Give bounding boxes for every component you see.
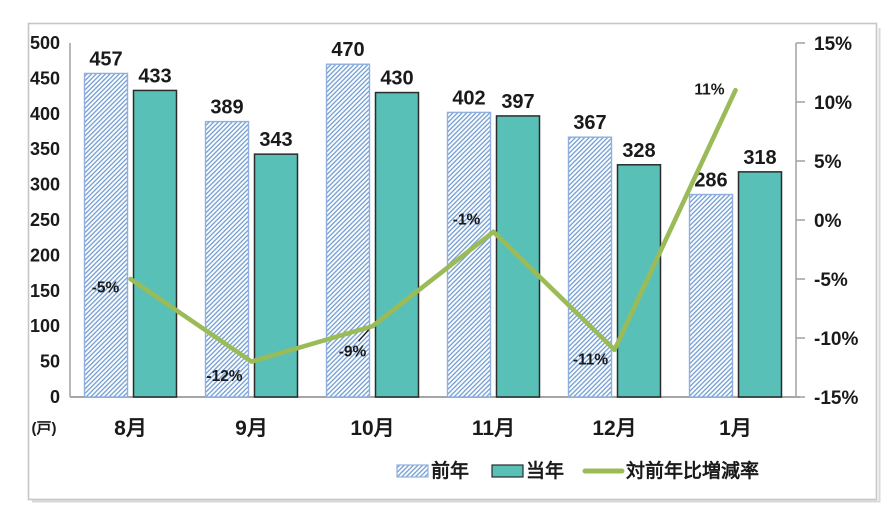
plot-area: 50045040035030025020015010050015%10%5%0%…: [30, 33, 859, 440]
left-axis-tick-label: 400: [30, 104, 60, 124]
current-year-bar-0: [132, 89, 178, 398]
rate-value-label: -12%: [206, 368, 242, 385]
x-axis-tick-label: 10月: [350, 417, 394, 440]
rate-value-label: -5%: [92, 280, 120, 297]
prev-year-value-label: 286: [694, 170, 727, 192]
current-year-value-label: 433: [138, 65, 171, 87]
prev-year-bar-4: [567, 136, 613, 398]
right-axis-tick-label: 10%: [814, 93, 852, 114]
current-year-value-label: 328: [622, 140, 655, 162]
legend-swatch-current-year: [491, 464, 524, 478]
current-year-bar-5: [737, 171, 783, 398]
legend-label-rate-line: 対前年比増減率: [625, 459, 759, 482]
legend-swatch-prev-year: [396, 464, 429, 478]
prev-year-value-label: 457: [89, 48, 122, 70]
right-axis-tick-label: 5%: [814, 152, 842, 173]
current-year-bar-4: [616, 164, 662, 398]
left-axis-tick-label: 500: [30, 33, 60, 53]
left-axis-tick-label: 100: [30, 316, 60, 336]
prev-year-value-label: 389: [210, 97, 243, 119]
right-axis-tick-label: -10%: [814, 329, 858, 350]
prev-year-value-label: 367: [573, 112, 606, 134]
prev-year-value-label: 402: [452, 87, 485, 109]
right-axis-tick-label: 15%: [814, 34, 852, 55]
legend: 前年 当年 対前年比増減率: [396, 459, 759, 482]
left-axis-tick-label: 300: [30, 175, 60, 195]
prev-year-bar-3: [446, 111, 492, 398]
left-axis-tick-label: 150: [30, 281, 60, 301]
prev-year-bar-0: [83, 72, 129, 398]
rate-line: [128, 87, 738, 364]
left-axis-tick-label: 0: [50, 387, 60, 407]
x-axis-tick-label: 8月: [114, 417, 147, 440]
x-axis-tick-label: 1月: [719, 417, 752, 440]
left-axis-tick-label: 350: [30, 139, 60, 159]
prev-year-bar-2: [325, 63, 371, 398]
current-year-value-label: 343: [259, 129, 292, 151]
current-year-value-label: 318: [743, 147, 776, 169]
right-axis-tick-label: -15%: [814, 388, 858, 409]
rate-value-label: 11%: [694, 82, 724, 99]
x-axis-tick-label: 12月: [592, 417, 636, 440]
current-year-bar-2: [374, 91, 420, 398]
left-axis-tick-label: 450: [30, 68, 60, 88]
prev-year-bar-5: [688, 193, 734, 398]
legend-label-current-year: 当年: [526, 459, 564, 482]
legend-label-prev-year: 前年: [431, 459, 469, 482]
left-axis-tick-label: 200: [30, 245, 60, 265]
right-axis-tick-label: 0%: [814, 211, 842, 232]
current-year-value-label: 430: [380, 68, 413, 90]
left-axis-tick-label: 250: [30, 210, 60, 230]
chart-frame-shadow: [32, 28, 881, 503]
current-year-value-label: 397: [501, 91, 534, 113]
prev-year-bar-1: [204, 120, 250, 398]
left-axis-unit-label: (戸): [32, 420, 57, 437]
rate-value-label: -9%: [339, 344, 367, 361]
rate-value-label: -1%: [453, 211, 481, 228]
rate-value-label: -11%: [573, 351, 609, 368]
right-axis-tick-label: -5%: [814, 270, 848, 291]
x-axis-tick-label: 11月: [472, 417, 515, 440]
x-axis-tick-label: 9月: [235, 417, 268, 440]
prev-year-value-label: 470: [331, 39, 364, 61]
left-axis-tick-label: 50: [40, 352, 60, 372]
